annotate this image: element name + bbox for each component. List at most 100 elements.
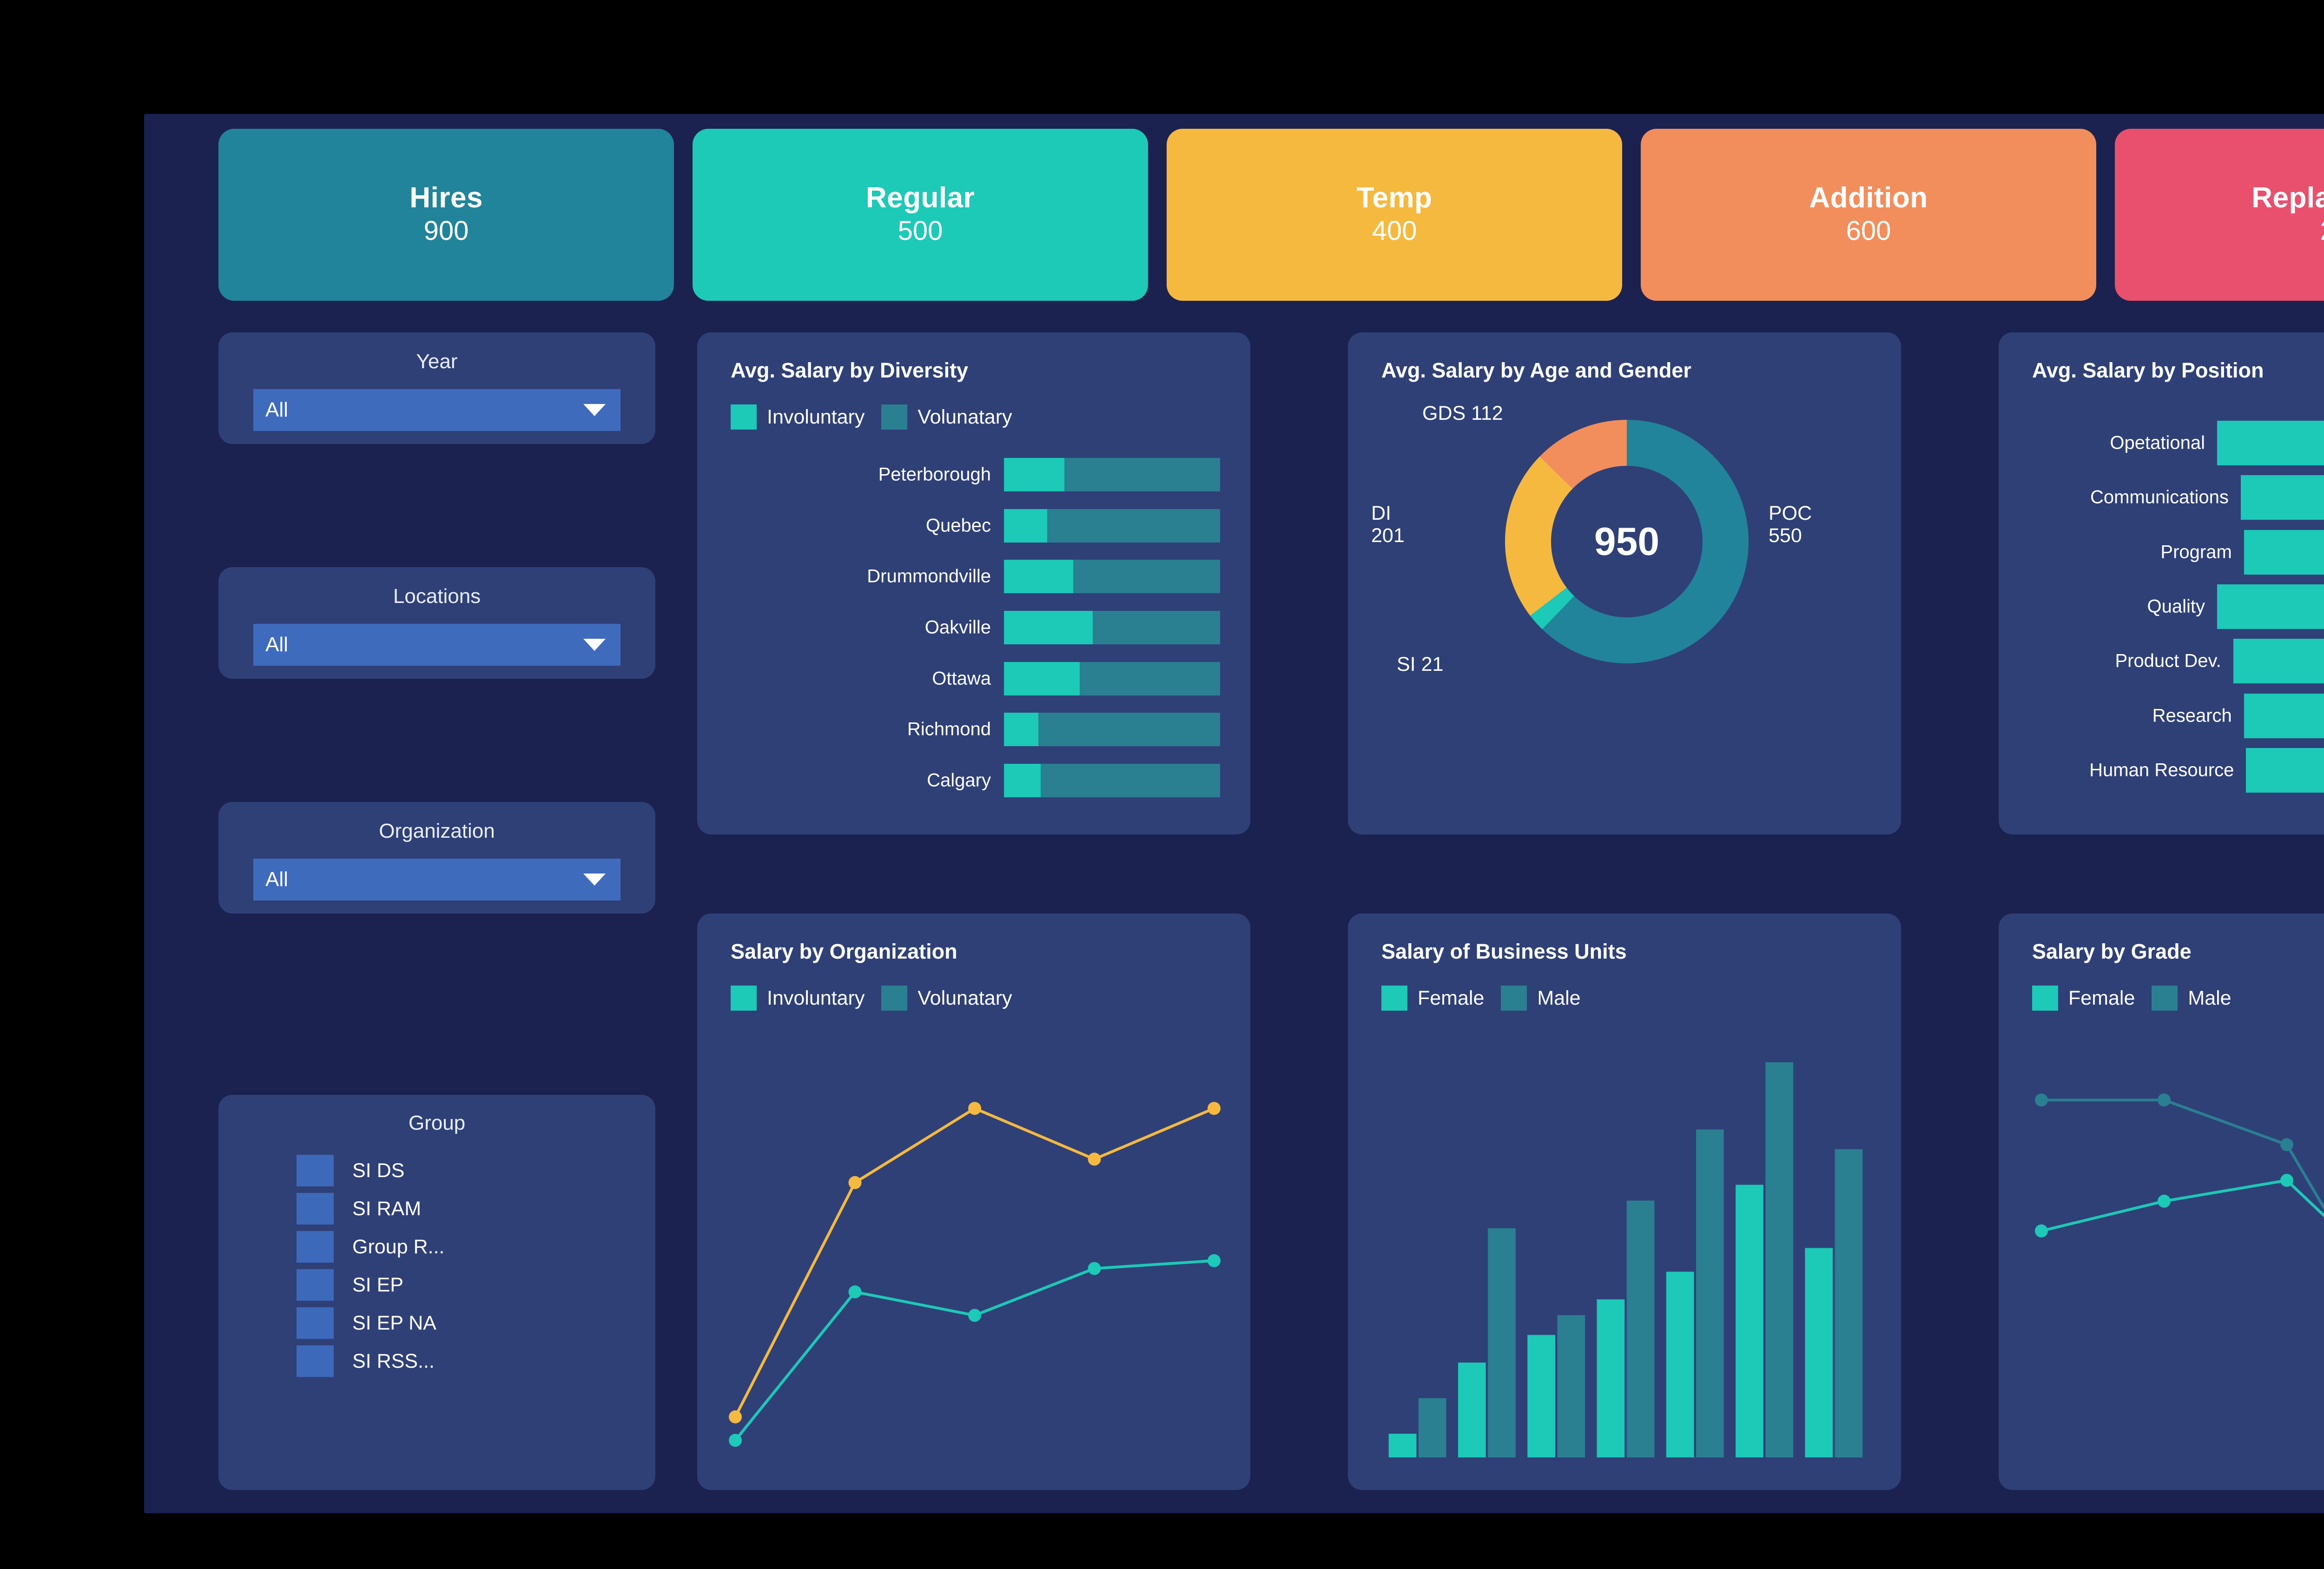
bar-segment-voluntary[interactable] xyxy=(1073,560,1220,594)
bar-male[interactable] xyxy=(1488,1228,1516,1457)
bar-male[interactable] xyxy=(1765,1062,1794,1457)
legend-item-female[interactable]: Female xyxy=(1381,986,1484,1011)
bar-segment-involuntary[interactable] xyxy=(1004,713,1039,747)
line-data-point[interactable] xyxy=(2035,1093,2048,1107)
table-row[interactable]: Oakville xyxy=(925,611,1220,644)
bar-male[interactable] xyxy=(1835,1149,1863,1457)
line-data-point[interactable] xyxy=(2158,1093,2171,1107)
bar-segment-voluntary[interactable] xyxy=(1079,662,1220,695)
line-data-point[interactable] xyxy=(1088,1152,1101,1166)
line-data-point[interactable] xyxy=(2280,1174,2293,1187)
table-row[interactable]: Quebec xyxy=(926,509,1220,543)
list-item[interactable]: SI RAM xyxy=(297,1190,655,1228)
bar-female[interactable] xyxy=(1458,1363,1486,1457)
legend-label: Volunatary xyxy=(918,405,1012,428)
bar-female[interactable] xyxy=(1666,1271,1694,1458)
funnel-segment-left[interactable] xyxy=(2217,421,2324,465)
line-data-point[interactable] xyxy=(968,1309,981,1322)
donut-slice-poc[interactable] xyxy=(1542,420,1749,663)
table-row[interactable]: Research xyxy=(2152,693,2324,738)
card-title-org: Salary by Organization xyxy=(731,940,957,963)
bar-female[interactable] xyxy=(1597,1299,1625,1457)
kpi-card-regular[interactable]: Regular 500 xyxy=(693,129,1148,301)
list-item[interactable]: Group R... xyxy=(297,1228,655,1266)
donut-slice-di[interactable] xyxy=(1505,456,1573,616)
chevron-down-icon[interactable] xyxy=(583,874,606,886)
table-row[interactable]: Richmond xyxy=(907,713,1220,747)
kpi-card-hires[interactable]: Hires 900 xyxy=(218,129,674,301)
group-filter-card[interactable]: Group SI DS SI RAM Group R... SI EP SI EP NA… xyxy=(218,1095,655,1490)
legend-item-male[interactable]: Male xyxy=(2152,986,2232,1011)
bar-male[interactable] xyxy=(1696,1129,1724,1458)
chevron-down-icon[interactable] xyxy=(583,639,606,651)
filter-card-locations[interactable]: Locations All xyxy=(218,567,655,679)
bar-segment-voluntary[interactable] xyxy=(1038,713,1220,747)
legend-item-male[interactable]: Male xyxy=(1501,986,1581,1011)
donut-slice-gds[interactable] xyxy=(1539,420,1627,489)
bar-segment-involuntary[interactable] xyxy=(1004,458,1065,491)
line-data-point[interactable] xyxy=(968,1102,981,1115)
chevron-down-icon[interactable] xyxy=(583,404,606,416)
table-row[interactable]: Ottawa xyxy=(932,662,1220,695)
legend-item-volunatary[interactable]: Volunatary xyxy=(881,986,1012,1011)
funnel-segment-left[interactable] xyxy=(2244,693,2324,738)
line-data-point[interactable] xyxy=(1208,1102,1221,1115)
bar-female[interactable] xyxy=(1736,1185,1763,1458)
bar-segment-involuntary[interactable] xyxy=(1004,560,1073,594)
table-row[interactable]: Product Dev. xyxy=(2115,639,2324,684)
kpi-card-replacement[interactable]: Replacement250 xyxy=(2115,129,2324,301)
bar-male[interactable] xyxy=(1626,1200,1655,1458)
line-data-point[interactable] xyxy=(729,1434,742,1447)
legend-item-volunatary[interactable]: Volunatary xyxy=(881,404,1012,430)
filter-card-year[interactable]: Year All xyxy=(218,332,655,444)
bar-male[interactable] xyxy=(1418,1398,1446,1458)
bar-segment-involuntary[interactable] xyxy=(1004,764,1041,797)
table-row[interactable]: Human Resource xyxy=(2089,748,2324,793)
kpi-card-temp[interactable]: Temp 400 xyxy=(1167,129,1622,301)
funnel-segment-left[interactable] xyxy=(2217,584,2324,629)
list-item[interactable]: SI EP NA xyxy=(297,1304,655,1342)
bar-segment-involuntary[interactable] xyxy=(1004,509,1047,543)
bar-female[interactable] xyxy=(1527,1335,1555,1458)
bar-female[interactable] xyxy=(1805,1248,1833,1458)
list-item[interactable]: SI DS xyxy=(297,1152,655,1190)
list-item[interactable]: SI EP xyxy=(297,1266,655,1304)
line-data-point[interactable] xyxy=(2158,1194,2171,1208)
funnel-segment-left[interactable] xyxy=(2244,530,2324,575)
line-data-point[interactable] xyxy=(1088,1262,1101,1275)
filter-select-organization[interactable]: All xyxy=(253,859,621,900)
line-data-point[interactable] xyxy=(2280,1138,2293,1152)
bar-segment-voluntary[interactable] xyxy=(1047,509,1220,543)
table-row[interactable]: Program xyxy=(2160,530,2324,575)
line-data-point[interactable] xyxy=(729,1410,742,1423)
table-row[interactable]: Calgary xyxy=(927,764,1220,797)
filter-select-year[interactable]: All xyxy=(253,389,621,431)
line-data-point[interactable] xyxy=(848,1176,862,1189)
table-row[interactable]: Quality xyxy=(2147,584,2324,629)
filter-card-organization[interactable]: Organization All xyxy=(218,802,655,914)
filter-select-locations[interactable]: All xyxy=(253,624,621,666)
legend-item-involuntary[interactable]: Involuntary xyxy=(731,986,865,1011)
table-row[interactable]: Opetational xyxy=(2110,421,2324,465)
bar-segment-voluntary[interactable] xyxy=(1041,764,1220,797)
funnel-segment-left[interactable] xyxy=(2246,748,2324,793)
line-data-point[interactable] xyxy=(2035,1224,2048,1238)
line-data-point[interactable] xyxy=(1208,1254,1221,1267)
funnel-segment-left[interactable] xyxy=(2233,639,2324,684)
legend-item-female[interactable]: Female xyxy=(2032,986,2135,1011)
bar-segment-involuntary[interactable] xyxy=(1004,662,1080,695)
legend-item-involuntary[interactable]: Involuntary xyxy=(731,404,865,430)
bar-female[interactable] xyxy=(1388,1434,1417,1457)
table-row[interactable]: Drummondville xyxy=(867,560,1220,594)
table-row[interactable]: Communications xyxy=(2090,475,2324,520)
bar-segment-involuntary[interactable] xyxy=(1004,611,1093,644)
bar-male[interactable] xyxy=(1557,1315,1585,1457)
bar-segment-voluntary[interactable] xyxy=(1092,611,1220,644)
line-data-point[interactable] xyxy=(848,1285,862,1298)
table-row[interactable]: Peterborough xyxy=(878,458,1220,491)
bar-segment-voluntary[interactable] xyxy=(1064,458,1220,491)
donut-slice-si[interactable] xyxy=(1530,588,1574,629)
kpi-card-addition[interactable]: Addition 600 xyxy=(1641,129,2096,301)
funnel-segment-left[interactable] xyxy=(2240,475,2324,520)
list-item[interactable]: SI RSS... xyxy=(297,1342,655,1380)
